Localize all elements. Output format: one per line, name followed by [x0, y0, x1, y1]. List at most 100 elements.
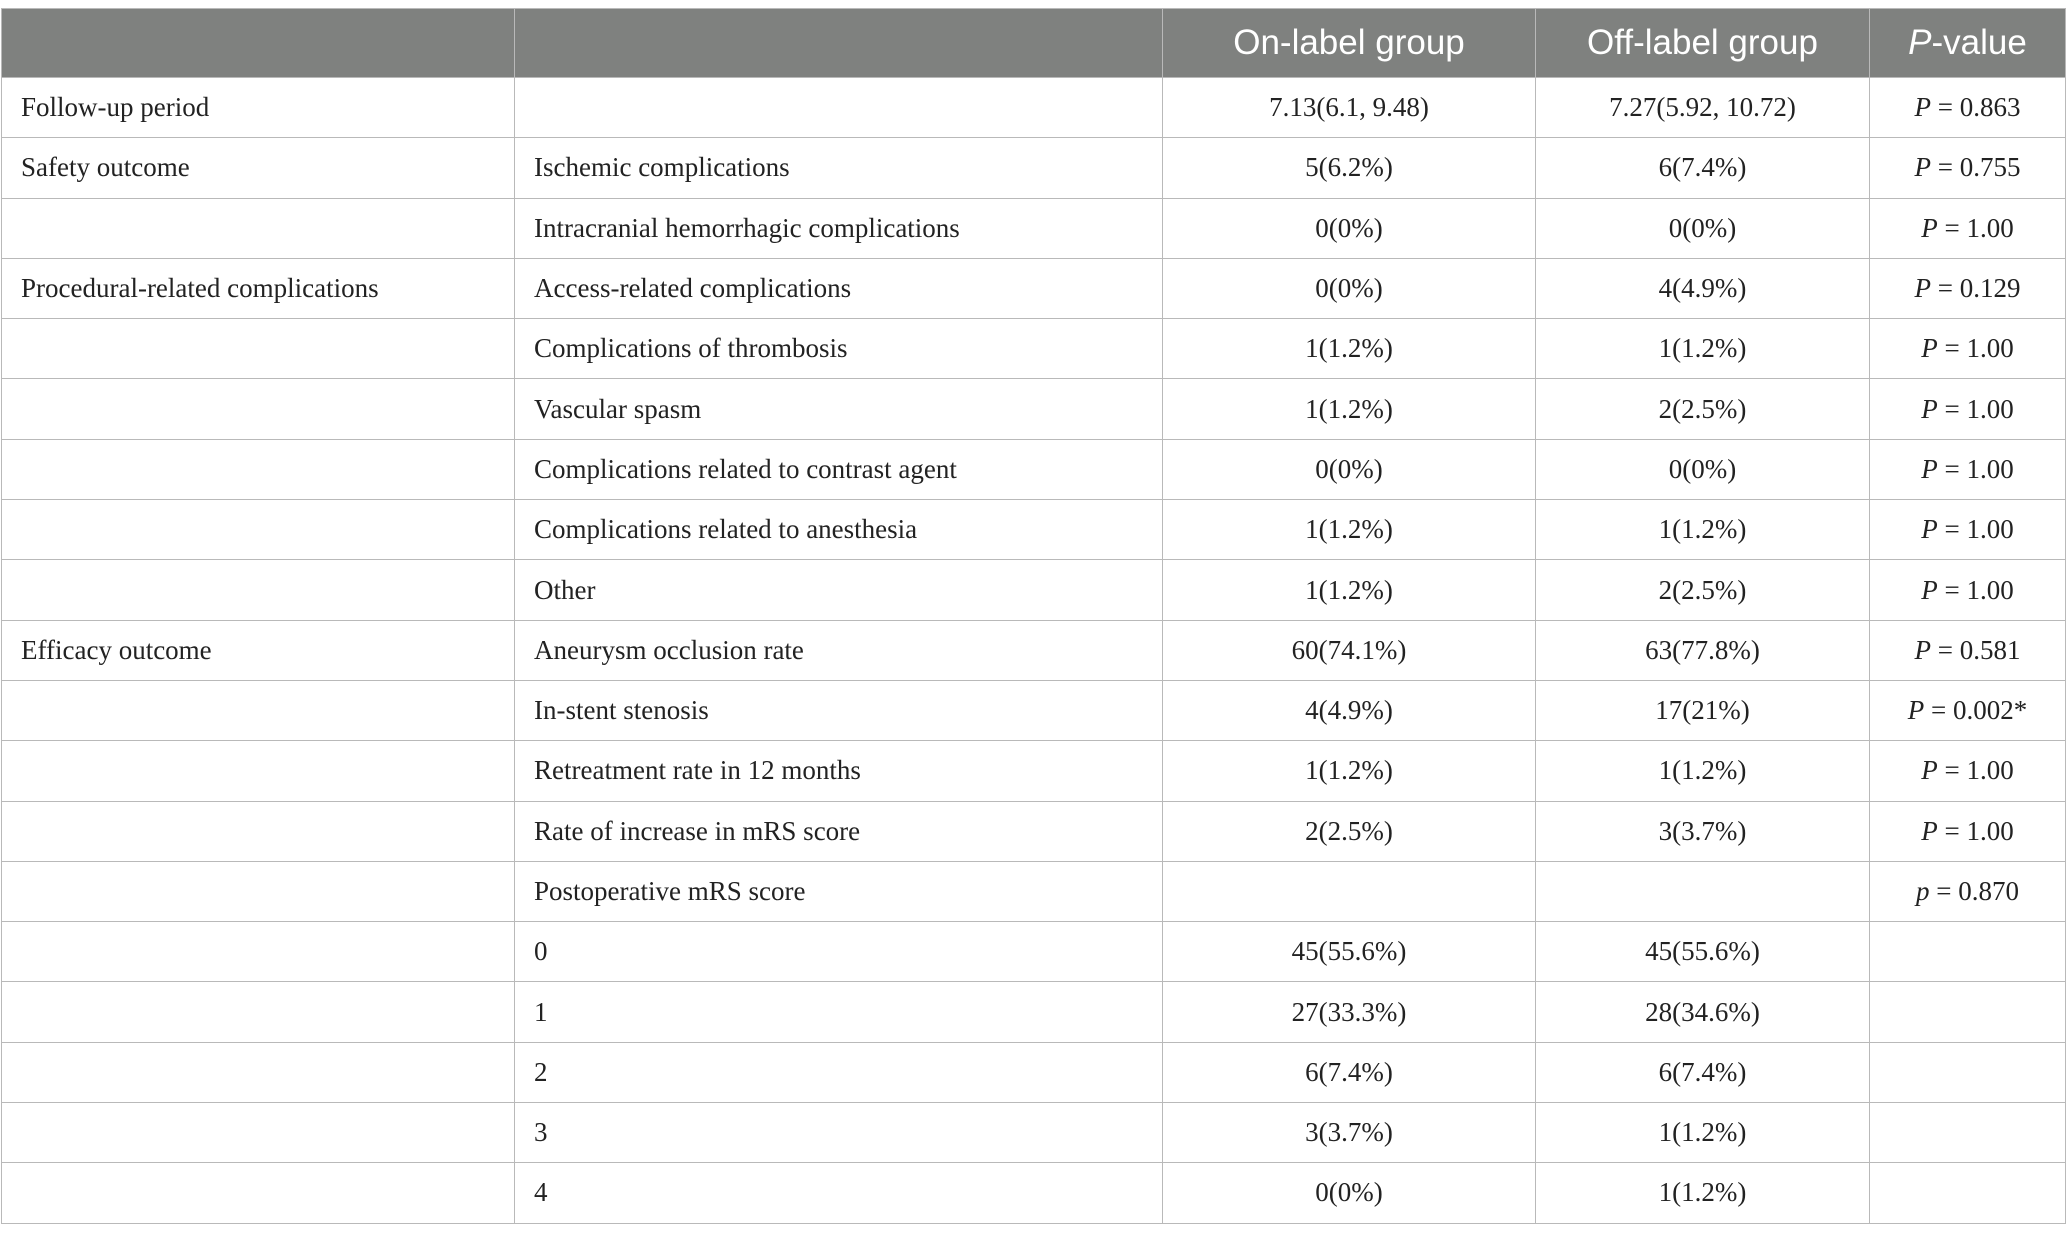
- outcome-cell: [1, 921, 515, 983]
- off-label-cell: 3(3.7%): [1535, 800, 1870, 862]
- table-body: Follow-up period 7.13(6.1, 9.48) 7.27(5.92…: [1, 76, 2066, 1224]
- on-label-cell: 45(55.6%): [1162, 921, 1536, 983]
- on-label-cell: 6(7.4%): [1162, 1041, 1536, 1104]
- p-value-cell: P = 0.129: [1869, 257, 2066, 320]
- p-value-cell: P = 1.00: [1869, 438, 2066, 501]
- p-number: = 1.00: [1937, 755, 2014, 786]
- on-label-cell: 5(6.2%): [1162, 137, 1536, 199]
- table-row: Other 1(1.2%) 2(2.5%) P = 1.00: [1, 559, 2066, 621]
- item-cell: Vascular spasm: [514, 378, 1163, 440]
- table-row: Retreatment rate in 12 months 1(1.2%) 1(1.…: [1, 740, 2066, 802]
- off-label-cell: 1(1.2%): [1535, 499, 1870, 561]
- header-off-label: Off-label group: [1535, 8, 1870, 78]
- table-row: Follow-up period 7.13(6.1, 9.48) 7.27(5.92…: [1, 76, 2066, 139]
- outcome-cell: [1, 438, 515, 501]
- off-label-cell: 28(34.6%): [1535, 981, 1870, 1043]
- table-row: Intracranial hemorrhagic complications 0(…: [1, 197, 2066, 259]
- outcome-cell: [1, 740, 515, 802]
- p-value-cell: P = 1.00: [1869, 740, 2066, 802]
- p-value-cell: P = 1.00: [1869, 318, 2066, 380]
- p-number: = 1.00: [1937, 815, 2014, 846]
- on-label-cell: 4(4.9%): [1162, 679, 1536, 742]
- p-number: = 0.002*: [1924, 695, 2028, 726]
- outcome-cell: Follow-up period: [1, 76, 515, 139]
- p-symbol: P: [1914, 92, 1932, 123]
- header-p-italic: P: [1908, 23, 1932, 62]
- on-label-cell: 1(1.2%): [1162, 378, 1536, 440]
- on-label-cell: 1(1.2%): [1162, 559, 1536, 621]
- p-value-cell: [1869, 921, 2066, 983]
- p-value-cell: P = 0.755: [1869, 137, 2066, 199]
- item-cell: In-stent stenosis: [514, 679, 1163, 742]
- p-symbol: P: [1921, 755, 1938, 786]
- outcome-cell: [1, 1102, 515, 1164]
- p-number: = 0.870: [1929, 876, 2019, 906]
- p-symbol: P: [1921, 815, 1938, 846]
- off-label-cell: 2(2.5%): [1535, 559, 1870, 621]
- p-symbol: P: [1921, 453, 1938, 484]
- p-value-cell: P = 1.00: [1869, 197, 2066, 259]
- item-cell: Postoperative mRS score: [514, 860, 1163, 923]
- outcome-cell: [1, 318, 515, 380]
- item-cell: Rate of increase in mRS score: [514, 800, 1163, 862]
- p-symbol: p: [1916, 876, 1930, 906]
- item-cell: Complications related to anesthesia: [514, 499, 1163, 561]
- item-cell: 2: [514, 1041, 1163, 1104]
- p-value-cell: [1869, 1102, 2066, 1164]
- p-value-cell: p = 0.870: [1869, 860, 2066, 923]
- item-cell: Aneurysm occlusion rate: [514, 619, 1163, 681]
- p-number: = 1.00: [1937, 453, 2014, 484]
- outcome-cell: [1, 499, 515, 561]
- p-symbol: P: [1907, 695, 1925, 726]
- table-row: 0 45(55.6%) 45(55.6%): [1, 921, 2066, 983]
- p-value-cell: P = 1.00: [1869, 800, 2066, 862]
- p-number: = 0.581: [1931, 634, 2021, 665]
- p-symbol: P: [1921, 514, 1938, 545]
- outcome-cell: [1, 559, 515, 621]
- p-number: = 1.00: [1937, 574, 2014, 605]
- off-label-cell: 1(1.2%): [1535, 1162, 1870, 1224]
- p-symbol: P: [1921, 574, 1938, 605]
- table-row: Complications related to anesthesia 1(1.2…: [1, 499, 2066, 561]
- table-row: In-stent stenosis 4(4.9%) 17(21%) P = 0.002…: [1, 679, 2066, 742]
- on-label-cell: 0(0%): [1162, 197, 1536, 259]
- table-row: Efficacy outcome Aneurysm occlusion rate 6…: [1, 619, 2066, 681]
- p-value-cell: [1869, 1041, 2066, 1104]
- outcome-cell: [1, 679, 515, 742]
- outcome-cell: Safety outcome: [1, 137, 515, 199]
- table-row: Complications related to contrast agent 0…: [1, 438, 2066, 501]
- item-cell: Intracranial hemorrhagic complications: [514, 197, 1163, 259]
- header-p-rest: -value: [1931, 23, 2027, 62]
- p-value-cell: P = 1.00: [1869, 559, 2066, 621]
- p-symbol: P: [1914, 273, 1932, 304]
- on-label-cell: 0(0%): [1162, 438, 1536, 501]
- outcome-cell: Procedural-related complications: [1, 257, 515, 320]
- p-number: = 0.129: [1931, 273, 2021, 304]
- header-on-label: On-label group: [1162, 8, 1536, 78]
- table-row: Rate of increase in mRS score 2(2.5%) 3(3.…: [1, 800, 2066, 862]
- table-row: 4 0(0%) 1(1.2%): [1, 1162, 2066, 1224]
- on-label-cell: 1(1.2%): [1162, 318, 1536, 380]
- item-cell: Access-related complications: [514, 257, 1163, 320]
- p-symbol: P: [1914, 152, 1932, 183]
- off-label-cell: 2(2.5%): [1535, 378, 1870, 440]
- p-value-cell: P = 0.002*: [1869, 679, 2066, 742]
- table-row: 2 6(7.4%) 6(7.4%): [1, 1041, 2066, 1104]
- on-label-cell: 1(1.2%): [1162, 499, 1536, 561]
- table-row: Procedural-related complications Access-r…: [1, 257, 2066, 320]
- outcomes-table: On-label group Off-label group P-value F…: [1, 8, 2066, 1224]
- p-symbol: P: [1921, 333, 1938, 364]
- outcome-cell: [1, 981, 515, 1043]
- header-item: [514, 8, 1163, 78]
- on-label-cell: [1162, 860, 1536, 923]
- header-row: On-label group Off-label group P-value: [1, 8, 2066, 78]
- off-label-cell: 0(0%): [1535, 438, 1870, 501]
- off-label-cell: 1(1.2%): [1535, 318, 1870, 380]
- p-number: = 1.00: [1937, 393, 2014, 424]
- item-cell: Other: [514, 559, 1163, 621]
- on-label-cell: 7.13(6.1, 9.48): [1162, 76, 1536, 139]
- item-cell: Retreatment rate in 12 months: [514, 740, 1163, 802]
- table-row: Safety outcome Ischemic complications 5(6.…: [1, 137, 2066, 199]
- outcome-cell: [1, 378, 515, 440]
- p-symbol: P: [1921, 393, 1938, 424]
